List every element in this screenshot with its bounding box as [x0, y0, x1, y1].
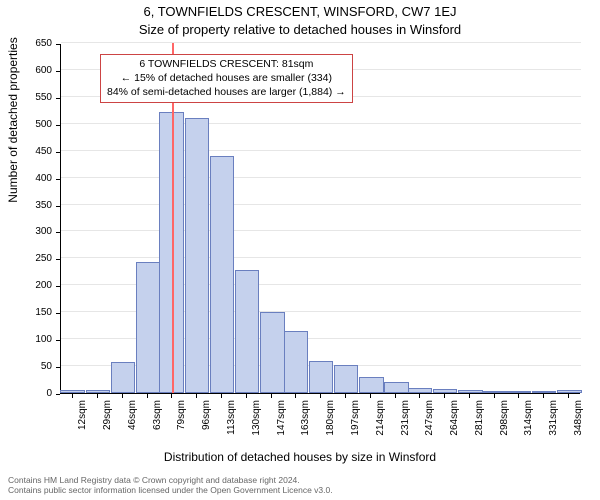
xtick-mark [147, 394, 148, 398]
xtick-label: 247sqm [424, 400, 436, 450]
gridline [61, 123, 581, 124]
histogram-bar [260, 312, 285, 393]
annotation-line1: 6 TOWNFIELDS CRESCENT: 81sqm [107, 57, 346, 71]
histogram-bar [309, 361, 334, 393]
xtick-mark [568, 394, 569, 398]
gridline [61, 204, 581, 205]
xtick-mark [72, 394, 73, 398]
xtick-label: 63sqm [152, 400, 164, 450]
xtick-label: 231sqm [400, 400, 412, 450]
histogram-bar [334, 365, 359, 393]
ytick-label: 150 [12, 307, 52, 319]
histogram-bar [458, 390, 483, 393]
histogram-bar [408, 388, 433, 393]
xtick-label: 314sqm [523, 400, 535, 450]
annotation-line2: ← 15% of detached houses are smaller (33… [107, 71, 346, 85]
xtick-mark [271, 394, 272, 398]
xtick-mark [543, 394, 544, 398]
xtick-label: 147sqm [276, 400, 288, 450]
ytick-label: 50 [12, 361, 52, 373]
xtick-label: 348sqm [573, 400, 585, 450]
xtick-label: 214sqm [375, 400, 387, 450]
xtick-mark [295, 394, 296, 398]
x-axis-ticks: 12sqm 29sqm 46sqm 63sqm 79sqm 96sqm 113sqm 130s… [60, 394, 580, 454]
ytick-label: 250 [12, 253, 52, 265]
ytick-label: 350 [12, 200, 52, 212]
xtick-mark [518, 394, 519, 398]
histogram-bar [235, 270, 260, 393]
xtick-label: 331sqm [548, 400, 560, 450]
xtick-label: 29sqm [102, 400, 114, 450]
xtick-label: 197sqm [350, 400, 362, 450]
xtick-label: 46sqm [127, 400, 139, 450]
ytick-label: 500 [12, 119, 52, 131]
xtick-mark [97, 394, 98, 398]
ytick-label: 400 [12, 173, 52, 185]
xtick-mark [444, 394, 445, 398]
footer-attribution: Contains HM Land Registry data © Crown c… [8, 475, 333, 496]
chart-subtitle: Size of property relative to detached ho… [0, 22, 600, 37]
ytick-label: 450 [12, 146, 52, 158]
xtick-mark [419, 394, 420, 398]
xtick-mark [469, 394, 470, 398]
xtick-mark [345, 394, 346, 398]
xtick-mark [246, 394, 247, 398]
xtick-mark [171, 394, 172, 398]
xtick-label: 180sqm [325, 400, 337, 450]
xtick-mark [196, 394, 197, 398]
xtick-label: 298sqm [499, 400, 511, 450]
histogram-bar [483, 391, 508, 393]
histogram-bar [284, 331, 309, 393]
ytick-label: 0 [12, 388, 52, 400]
ytick-label: 200 [12, 280, 52, 292]
gridline [61, 177, 581, 178]
xtick-label: 163sqm [300, 400, 312, 450]
xtick-mark [122, 394, 123, 398]
histogram-bar [111, 362, 136, 393]
histogram-bar [557, 390, 582, 393]
ytick-label: 650 [12, 38, 52, 50]
xtick-label: 96sqm [201, 400, 213, 450]
xtick-label: 79sqm [176, 400, 188, 450]
x-axis-label: Distribution of detached houses by size … [0, 450, 600, 464]
histogram-bar [86, 390, 111, 393]
xtick-label: 130sqm [251, 400, 263, 450]
footer-line2: Contains public sector information licen… [8, 485, 333, 496]
xtick-label: 113sqm [226, 400, 238, 450]
histogram-bar [210, 156, 235, 393]
ytick-label: 100 [12, 334, 52, 346]
histogram-bar [60, 390, 85, 393]
marker-annotation: 6 TOWNFIELDS CRESCENT: 81sqm ← 15% of de… [100, 54, 353, 103]
xtick-mark [370, 394, 371, 398]
xtick-label: 12sqm [77, 400, 89, 450]
histogram-bar [384, 382, 409, 393]
ytick-label: 300 [12, 226, 52, 238]
gridline [61, 42, 581, 43]
gridline [61, 257, 581, 258]
gridline [61, 230, 581, 231]
histogram-bar [532, 391, 557, 393]
xtick-mark [395, 394, 396, 398]
histogram-bar [433, 389, 458, 393]
footer-line1: Contains HM Land Registry data © Crown c… [8, 475, 333, 486]
y-axis-ticks: 050100150200250300350400450500550600650 [0, 44, 60, 394]
ytick-label: 550 [12, 92, 52, 104]
histogram-bar [136, 262, 161, 393]
histogram-bar [359, 377, 384, 393]
xtick-mark [494, 394, 495, 398]
xtick-label: 281sqm [474, 400, 486, 450]
chart-container: 6, TOWNFIELDS CRESCENT, WINSFORD, CW7 1E… [0, 0, 600, 500]
xtick-label: 264sqm [449, 400, 461, 450]
chart-title-address: 6, TOWNFIELDS CRESCENT, WINSFORD, CW7 1E… [0, 4, 600, 19]
ytick-label: 600 [12, 65, 52, 77]
xtick-mark [320, 394, 321, 398]
annotation-line3: 84% of semi-detached houses are larger (… [107, 85, 346, 99]
gridline [61, 150, 581, 151]
xtick-mark [221, 394, 222, 398]
histogram-bar [507, 391, 532, 393]
histogram-bar [185, 118, 210, 393]
